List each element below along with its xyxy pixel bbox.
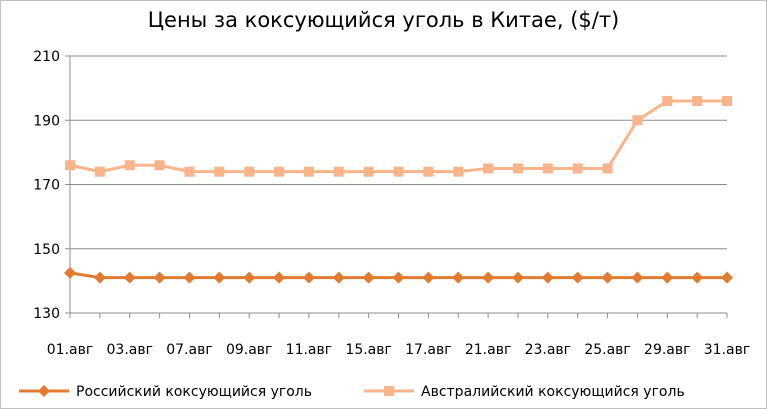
x-tick-label: 17.авг <box>405 342 451 358</box>
data-point <box>392 271 405 284</box>
data-point <box>213 271 226 284</box>
data-point <box>661 271 674 284</box>
data-point <box>722 95 732 106</box>
data-point <box>512 163 523 174</box>
legend: Российский коксующийся уголь Австралийски… <box>19 384 685 400</box>
legend-label: Российский коксующийся уголь <box>76 384 312 400</box>
series-australian <box>65 95 732 177</box>
data-point <box>511 271 524 284</box>
data-point <box>363 166 374 177</box>
x-tick-label: 11.авг <box>286 342 332 358</box>
legend-label: Австралийский коксующийся уголь <box>421 384 685 400</box>
grid-layer <box>70 55 727 250</box>
data-point <box>332 271 345 284</box>
y-tick-label: 190 <box>33 113 60 129</box>
data-point <box>274 166 285 177</box>
data-point <box>333 166 344 177</box>
data-point <box>362 271 375 284</box>
y-tick-label: 150 <box>33 242 60 258</box>
x-tick-label: 23.авг <box>525 342 571 358</box>
data-point <box>452 271 465 284</box>
data-point <box>393 166 404 177</box>
data-point <box>482 271 495 284</box>
data-point <box>453 166 464 177</box>
data-point <box>273 271 286 284</box>
data-point <box>662 95 673 106</box>
y-tick-label: 210 <box>33 49 60 65</box>
x-tick-label: 03.авг <box>107 342 153 358</box>
data-point <box>601 271 614 284</box>
data-point <box>571 271 584 284</box>
x-tick-label: 25.авг <box>584 342 630 358</box>
data-point <box>483 163 494 174</box>
data-point <box>184 166 195 177</box>
x-tick-label: 15.авг <box>345 342 391 358</box>
series-line <box>69 99 727 174</box>
axis-layer: 130 150 170 190 210 01.авг 03.авг 07.авг 09.авг 1… <box>33 49 750 358</box>
series-layer <box>64 95 733 284</box>
x-tick-label: 21.авг <box>465 342 511 358</box>
data-point <box>602 163 613 174</box>
chart-title: Цены за коксующийся уголь в Китае, ($/т) <box>147 8 620 32</box>
data-point <box>692 95 703 106</box>
data-point <box>721 271 733 284</box>
data-point <box>124 160 135 171</box>
data-point <box>93 271 106 284</box>
x-tick-label: 29.авг <box>644 342 690 358</box>
data-point <box>423 166 434 177</box>
series-russian <box>64 266 733 284</box>
data-point <box>123 271 136 284</box>
data-point <box>572 163 583 174</box>
legend-marker <box>38 385 50 397</box>
x-tick-label: 01.авг <box>47 342 93 358</box>
data-point <box>94 166 105 177</box>
data-point <box>302 271 315 284</box>
data-point <box>691 271 704 284</box>
data-point <box>542 163 553 174</box>
data-point <box>541 271 554 284</box>
data-point <box>303 166 314 177</box>
data-point <box>422 271 435 284</box>
x-tick-label: 09.авг <box>226 342 272 358</box>
data-point <box>65 160 75 171</box>
y-tick-label: 130 <box>33 306 60 322</box>
data-point <box>214 166 225 177</box>
data-point <box>64 266 76 279</box>
legend-marker <box>384 386 394 396</box>
y-tick-label: 170 <box>33 178 60 194</box>
data-point <box>153 271 166 284</box>
data-point <box>631 271 644 284</box>
data-point <box>244 166 255 177</box>
data-point <box>632 115 643 126</box>
data-point <box>183 271 196 284</box>
data-point <box>243 271 256 284</box>
x-tick-label: 31.авг <box>704 342 750 358</box>
x-tick-label: 07.авг <box>166 342 212 358</box>
data-point <box>154 160 165 171</box>
